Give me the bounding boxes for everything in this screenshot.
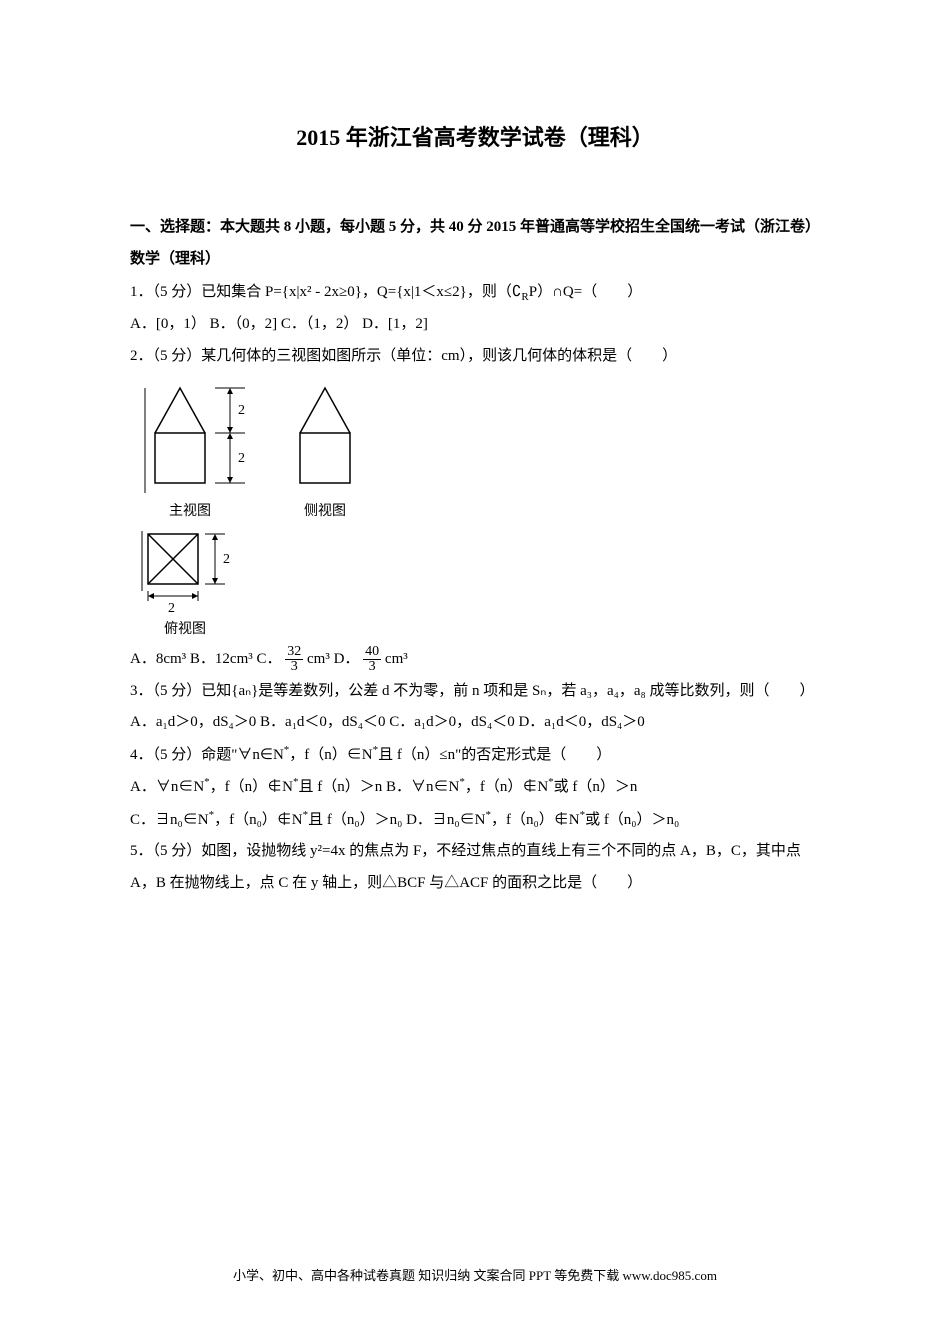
top-view-label: 俯视图 xyxy=(164,618,206,638)
question-1: 1．（5 分）已知集合 P={x|x² - 2x≥0}，Q={x|1＜x≤2}，… xyxy=(130,277,820,309)
q2-frac-d: 403 xyxy=(363,645,381,674)
q4-t1: 4．（5 分）命题"∀n∈N xyxy=(130,747,284,763)
side-view-label: 侧视图 xyxy=(304,500,346,520)
dim-2a: 2 xyxy=(238,403,245,418)
q1-text2: P）∩Q=（ ） xyxy=(529,284,642,300)
question-3: 3．（5 分）已知{aₙ}是等差数列，公差 d 不为零，前 n 项和是 Sₙ，若… xyxy=(130,676,820,708)
q2-diagram-row1: 2 2 主视图 侧视图 xyxy=(130,378,820,520)
page-footer: 小学、初中、高中各种试卷真题 知识归纳 文案合同 PPT 等免费下载 www.d… xyxy=(0,1265,950,1284)
dim-2c: 2 xyxy=(223,552,230,567)
q2-cm3-c: cm³ xyxy=(307,651,330,667)
top-view-block: 2 2 俯视图 xyxy=(130,526,240,638)
t: 且 f（n）＞n B．∀n∈N xyxy=(299,779,460,795)
q4-options-cd: C．∃n₀∈N*，f（n₀）∉N*且 f（n₀）＞n₀ D．∃n₀∈N*，f（n… xyxy=(130,804,820,837)
section-header: 一、选择题：本大题共 8 小题，每小题 5 分，共 40 分 2015 年普通高… xyxy=(130,212,820,275)
q2-diagram-row2: 2 2 俯视图 xyxy=(130,526,820,638)
front-view-svg: 2 2 xyxy=(130,378,250,498)
q4-options-ab: A．∀n∈N*，f（n）∉N*且 f（n）＞n B．∀n∈N*，f（n）∉N*或… xyxy=(130,771,820,804)
dim-2b: 2 xyxy=(238,451,245,466)
t: 且 f（n₀）＞n₀ D．∃n₀∈N xyxy=(308,812,485,828)
frac-num: 32 xyxy=(285,645,303,660)
q2-cm3-d: cm³ xyxy=(385,651,408,667)
frac-den: 3 xyxy=(363,660,381,674)
q2-frac-c: 323 xyxy=(285,645,303,674)
front-view-label: 主视图 xyxy=(169,500,211,520)
t: 或 f（n₀）＞n₀ xyxy=(585,812,679,828)
t: A．∀n∈N xyxy=(130,779,204,795)
t: ，f（n）∉N xyxy=(210,779,293,795)
q2-opt-d: D． xyxy=(334,651,360,667)
q1-options: A．[0，1） B．（0，2] C．（1，2） D．[1，2] xyxy=(130,309,820,341)
q1-text: 1．（5 分）已知集合 P={x|x² - 2x≥0}，Q={x|1＜x≤2}，… xyxy=(130,284,521,300)
q1-sub: R xyxy=(521,291,528,303)
t: ，f（n₀）∉N xyxy=(214,812,303,828)
t: ，f（n₀）∉N xyxy=(491,812,580,828)
q2-opt-ab: A．8cm³ B．12cm³ C． xyxy=(130,651,282,667)
t: 或 f（n）＞n xyxy=(554,779,638,795)
q3-options: A．a₁d＞0，dS₄＞0 B．a₁d＜0，dS₄＜0 C．a₁d＞0，dS₄＜… xyxy=(130,707,820,739)
side-view-svg xyxy=(280,378,370,498)
question-4: 4．（5 分）命题"∀n∈N*，f（n）∈N*且 f（n）≤n"的否定形式是（ … xyxy=(130,739,820,772)
frac-num: 40 xyxy=(363,645,381,660)
frac-den: 3 xyxy=(285,660,303,674)
side-view-block: 侧视图 xyxy=(280,378,370,520)
question-5: 5．（5 分）如图，设抛物线 y²=4x 的焦点为 F，不经过焦点的直线上有三个… xyxy=(130,836,820,899)
top-view-svg: 2 2 xyxy=(130,526,240,616)
front-view-block: 2 2 主视图 xyxy=(130,378,250,520)
q4-t2: ，f（n）∈N xyxy=(289,747,372,763)
dim-2d: 2 xyxy=(168,601,175,616)
t: ，f（n）∉N xyxy=(465,779,548,795)
q4-t3: 且 f（n）≤n"的否定形式是（ ） xyxy=(378,747,611,763)
question-2: 2．（5 分）某几何体的三视图如图所示（单位：cm），则该几何体的体积是（ ） xyxy=(130,341,820,373)
page-title: 2015 年浙江省高考数学试卷（理科） xyxy=(130,120,820,152)
q2-options: A．8cm³ B．12cm³ C． 323 cm³ D． 403 cm³ xyxy=(130,644,820,676)
t: C．∃n₀∈N xyxy=(130,812,209,828)
